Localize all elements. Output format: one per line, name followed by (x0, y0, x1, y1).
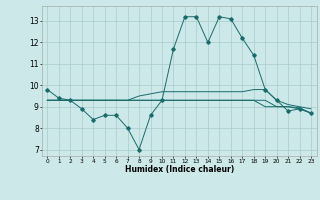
X-axis label: Humidex (Indice chaleur): Humidex (Indice chaleur) (124, 165, 234, 174)
